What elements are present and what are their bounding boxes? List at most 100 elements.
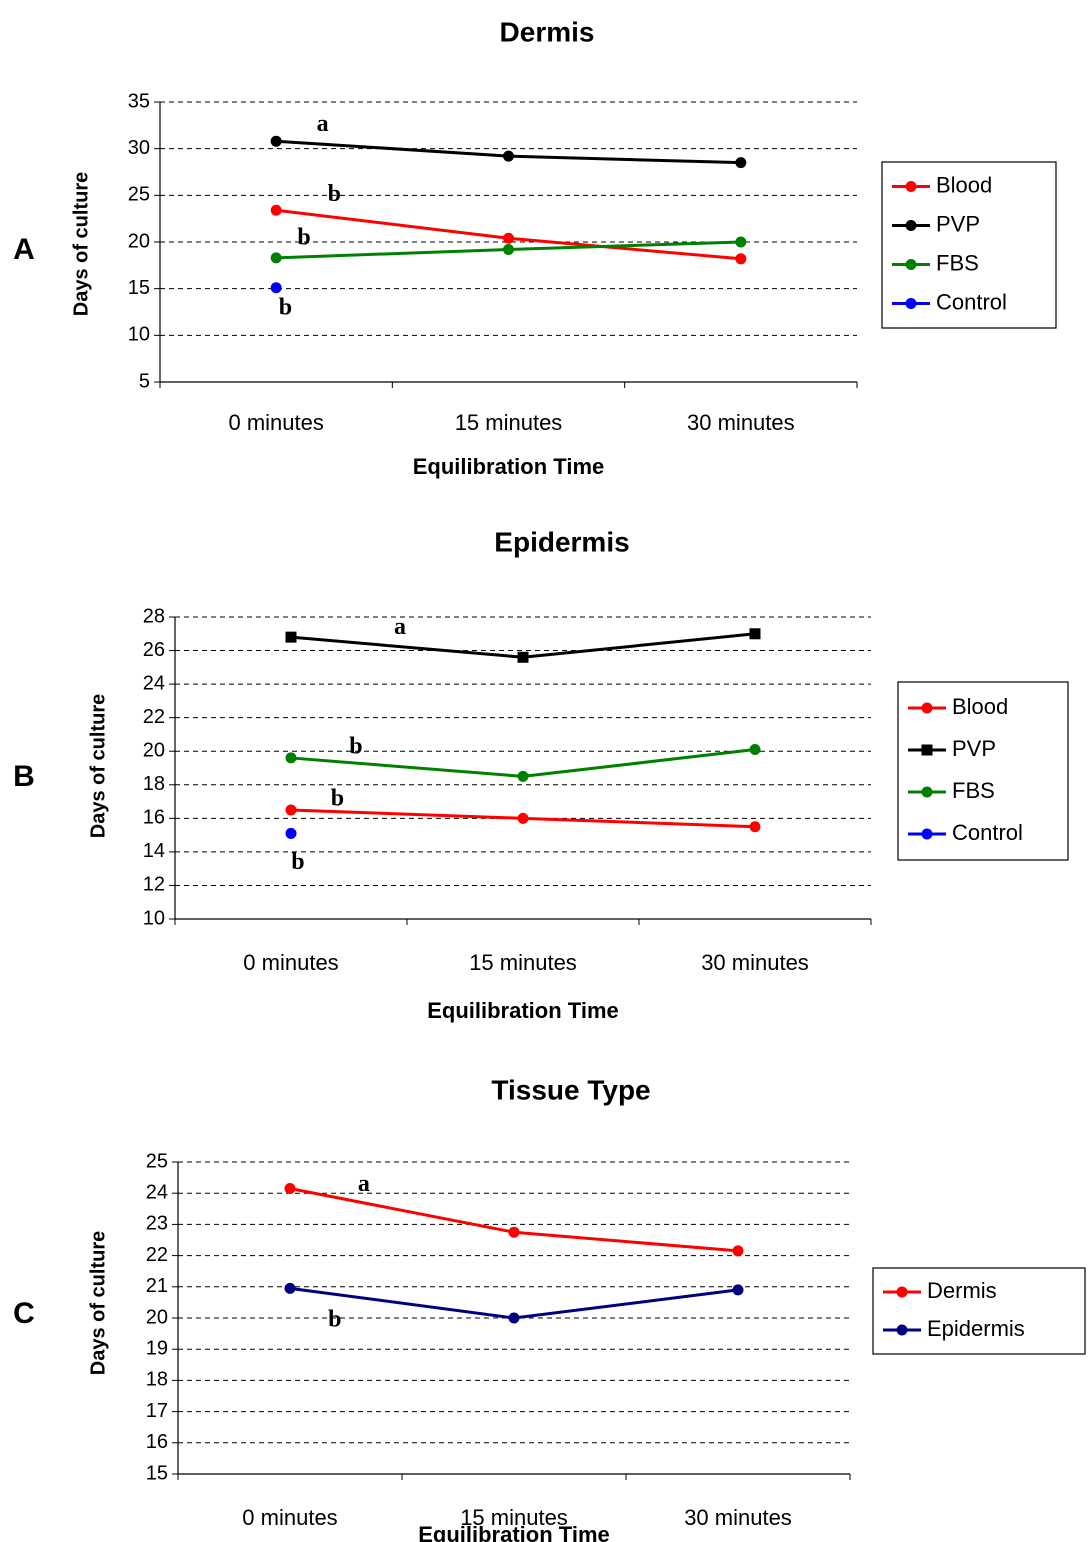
significance-letter: b bbox=[331, 785, 344, 811]
panel-label: A bbox=[13, 233, 35, 266]
data-point-pvp bbox=[503, 150, 514, 162]
data-point-epidermis bbox=[284, 1282, 296, 1294]
x-tick-label: 15 minutes bbox=[460, 1505, 568, 1530]
y-tick-label: 28 bbox=[143, 605, 165, 627]
data-point-epidermis bbox=[508, 1312, 520, 1324]
chart-panel-c: Tissue Type C 15 16 17 18 19 20 21 22 23 24 25 0 minu… bbox=[13, 1074, 1086, 1542]
x-tick-label: 30 minutes bbox=[684, 1505, 792, 1530]
x-tick-label: 0 minutes bbox=[242, 1505, 337, 1530]
y-axis-label: Days of culture bbox=[87, 1231, 109, 1375]
data-point-pvp bbox=[749, 628, 761, 640]
data-point-blood bbox=[285, 804, 297, 816]
significance-letter: a bbox=[317, 111, 329, 137]
y-tick-label: 10 bbox=[128, 324, 150, 346]
legend-swatch-marker bbox=[905, 259, 917, 270]
data-point-dermis bbox=[732, 1245, 744, 1257]
legend-label: Blood bbox=[936, 172, 992, 197]
legend-label: Control bbox=[936, 289, 1007, 314]
legend: Dermis Epidermis bbox=[872, 1267, 1086, 1355]
series-line-dermis bbox=[289, 1187, 739, 1253]
data-point-pvp bbox=[270, 135, 282, 147]
y-tick-label: 18 bbox=[146, 1369, 168, 1391]
legend-label: Epidermis bbox=[927, 1316, 1025, 1341]
legend-swatch-marker bbox=[921, 828, 933, 840]
legend: Blood PVP FBS Control bbox=[881, 161, 1057, 329]
y-tick-label: 22 bbox=[146, 1244, 168, 1266]
panel-label: C bbox=[13, 1297, 35, 1330]
significance-letter: b bbox=[328, 181, 341, 207]
y-tick-label: 12 bbox=[143, 874, 165, 896]
data-point-pvp bbox=[735, 157, 747, 169]
y-tick-label: 18 bbox=[143, 773, 165, 795]
legend-label: Dermis bbox=[927, 1278, 997, 1303]
y-tick-label: 15 bbox=[128, 277, 150, 299]
x-axis-label: Equilibration Time bbox=[427, 998, 619, 1023]
legend-swatch-marker bbox=[921, 702, 933, 714]
x-axis-label: Equilibration Time bbox=[413, 454, 605, 479]
legend-swatch-marker bbox=[905, 298, 917, 309]
data-point-fbs bbox=[517, 770, 529, 782]
chart-panel-b: Epidermis B 10 12 14 16 18 20 22 24 26 28 0 minutes 1… bbox=[13, 526, 1069, 1023]
significance-letter: a bbox=[394, 614, 406, 640]
y-axis-label: Days of culture bbox=[87, 694, 109, 838]
significance-letter: b bbox=[328, 1307, 341, 1333]
legend-label: FBS bbox=[952, 778, 995, 803]
legend: Blood PVP FBS Control bbox=[897, 681, 1069, 861]
y-tick-label: 35 bbox=[128, 90, 150, 112]
data-point-blood bbox=[517, 812, 529, 824]
data-point-dermis bbox=[284, 1183, 296, 1195]
legend-swatch-marker bbox=[921, 786, 933, 798]
legend-label: FBS bbox=[936, 250, 979, 275]
y-tick-label: 24 bbox=[143, 672, 165, 694]
panel-label: B bbox=[13, 760, 35, 793]
y-tick-label: 22 bbox=[143, 706, 165, 728]
x-tick-label: 15 minutes bbox=[469, 950, 577, 975]
legend-label: Blood bbox=[952, 694, 1008, 719]
y-axis-label: Days of culture bbox=[70, 172, 92, 316]
legend-swatch-marker bbox=[896, 1286, 908, 1298]
significance-letter: b bbox=[291, 849, 304, 875]
legend-box bbox=[872, 1267, 1086, 1355]
y-tick-label: 26 bbox=[143, 639, 165, 661]
x-axis-label: Equilibration Time bbox=[418, 1522, 610, 1542]
y-tick-label: 20 bbox=[146, 1306, 168, 1328]
data-point-pvp bbox=[285, 631, 297, 643]
chart-title: Dermis bbox=[500, 16, 595, 47]
x-tick-label: 15 minutes bbox=[455, 410, 563, 435]
data-point-fbs bbox=[735, 236, 747, 248]
y-tick-label: 19 bbox=[146, 1337, 168, 1359]
y-tick-label: 30 bbox=[128, 137, 150, 159]
chart-panel-a: Dermis A 5 10 15 20 25 30 35 0 minutes 15 minutes 3… bbox=[13, 16, 1057, 479]
data-point-blood bbox=[749, 821, 761, 833]
legend-label: PVP bbox=[936, 211, 980, 236]
chart-title: Tissue Type bbox=[491, 1074, 650, 1105]
significance-letter: b bbox=[297, 225, 310, 251]
x-tick-label: 0 minutes bbox=[228, 410, 323, 435]
y-tick-label: 20 bbox=[128, 230, 150, 252]
y-tick-label: 5 bbox=[139, 370, 150, 392]
legend-label: Control bbox=[952, 820, 1023, 845]
data-point-fbs bbox=[749, 744, 761, 756]
y-tick-label: 25 bbox=[146, 1150, 168, 1172]
y-tick-label: 25 bbox=[128, 184, 150, 206]
data-point-fbs bbox=[503, 243, 514, 255]
y-tick-label: 24 bbox=[146, 1181, 168, 1203]
y-tick-label: 15 bbox=[146, 1462, 168, 1484]
data-point-control bbox=[285, 827, 297, 839]
data-point-dermis bbox=[508, 1226, 520, 1238]
x-tick-label: 30 minutes bbox=[701, 950, 809, 975]
legend-swatch-marker bbox=[905, 181, 917, 192]
significance-letter: a bbox=[358, 1171, 370, 1197]
y-tick-label: 20 bbox=[143, 740, 165, 762]
legend-swatch-marker bbox=[921, 744, 933, 756]
chart-title: Epidermis bbox=[494, 526, 629, 557]
significance-letter: b bbox=[349, 733, 362, 759]
data-point-epidermis bbox=[732, 1284, 744, 1296]
data-point-fbs bbox=[285, 752, 297, 764]
legend-label: PVP bbox=[952, 736, 996, 761]
y-tick-label: 23 bbox=[146, 1213, 168, 1235]
data-point-blood bbox=[735, 253, 747, 265]
data-point-blood bbox=[270, 204, 282, 216]
x-tick-label: 30 minutes bbox=[687, 410, 795, 435]
